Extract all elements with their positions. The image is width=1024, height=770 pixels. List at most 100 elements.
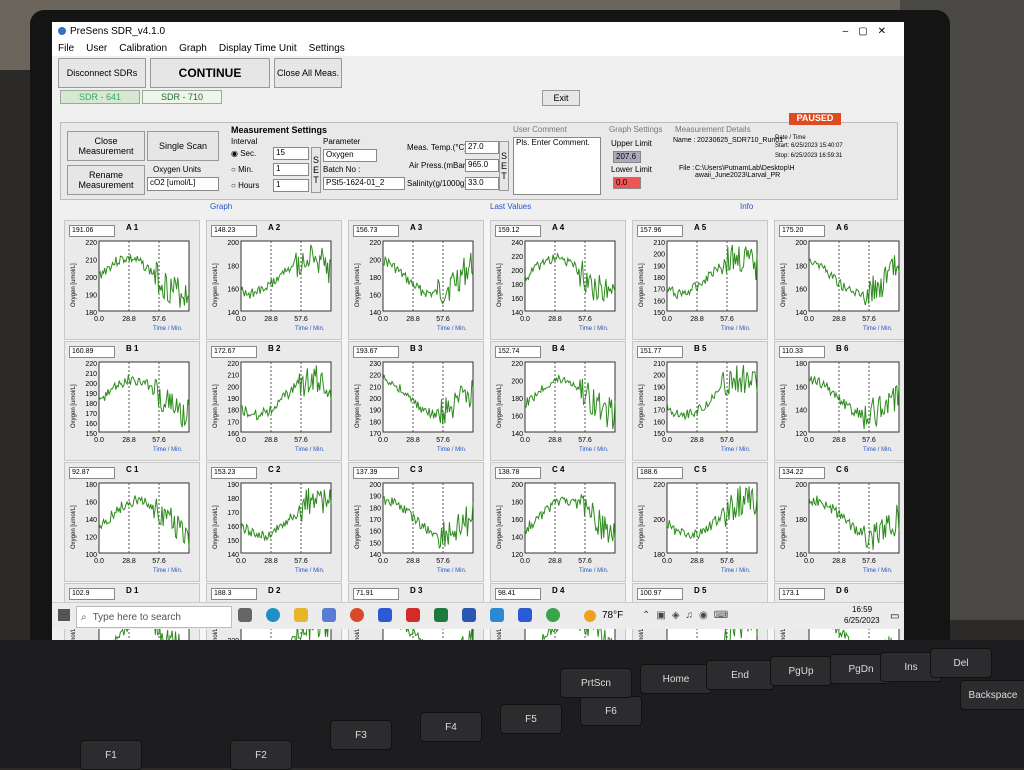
chart-cell[interactable]: A 6 175.20 200 180 160 140 0.0 28.8 57.6 Time / M… bbox=[774, 220, 904, 340]
tab-sdr-641[interactable]: SDR - 641 bbox=[60, 90, 141, 104]
meas-temp-input[interactable]: 27.0 bbox=[465, 141, 499, 154]
key[interactable]: Home bbox=[640, 664, 712, 694]
settings-panel: Close Measurement Single Scan Rename Mea… bbox=[60, 113, 898, 200]
chart-cell[interactable]: A 3 156.73 220 200 180 160 140 0.0 28.8 57.6 Time … bbox=[348, 220, 484, 340]
tray-icons[interactable]: ⌃▣◈♫◉⌨ bbox=[642, 610, 735, 621]
hours-input[interactable]: 1 bbox=[273, 179, 309, 192]
chart-cell[interactable]: C 2 153.23 190 180 170 160 150 140 0.0 28.8 57.6 Ti… bbox=[206, 462, 342, 582]
upper-limit-input[interactable]: 207.6 bbox=[613, 151, 641, 163]
set-env-button[interactable]: S E T bbox=[499, 141, 509, 191]
sec-input[interactable]: 15 bbox=[273, 147, 309, 160]
store-icon[interactable] bbox=[322, 608, 336, 622]
menu-graph[interactable]: Graph bbox=[179, 42, 207, 54]
key[interactable]: F4 bbox=[420, 712, 482, 742]
radio-min[interactable]: ○ Min. bbox=[231, 165, 254, 174]
user-comment-label: User Comment bbox=[513, 125, 567, 134]
y-tick-label: 180 bbox=[369, 419, 381, 426]
chart-cell[interactable]: B 3 193.67 230 220 210 200 190 180 170 0.0 28.8 57.… bbox=[348, 341, 484, 461]
radio-hours[interactable]: ○ Hours bbox=[231, 181, 260, 190]
chart-cell[interactable]: A 1 191.06 220 210 200 190 180 0.0 28.8 57.6 Time … bbox=[64, 220, 200, 340]
presens-icon[interactable] bbox=[518, 608, 532, 622]
clock-time[interactable]: 16:59 bbox=[852, 605, 873, 614]
y-tick-label: 220 bbox=[511, 361, 523, 368]
oxygen-units-select[interactable]: cO2 [umol/L] bbox=[147, 177, 219, 191]
continue-button[interactable]: CONTINUE bbox=[150, 58, 270, 88]
chart-cell[interactable]: C 5 188.6 220 200 180 0.0 28.8 57.6 Time / Min. O… bbox=[632, 462, 768, 582]
weather-icon[interactable] bbox=[584, 610, 596, 622]
chrome-icon[interactable] bbox=[350, 608, 364, 622]
rename-measurement-button[interactable]: Rename Measurement bbox=[67, 165, 145, 195]
menu-file[interactable]: File bbox=[58, 42, 75, 54]
tab-last-values[interactable]: Last Values bbox=[490, 202, 532, 211]
chart-cell[interactable]: A 5 157.96 210 200 190 180 170 160 150 0.0 28.8 57.… bbox=[632, 220, 768, 340]
start-icon[interactable] bbox=[58, 609, 70, 621]
salinity-input[interactable]: 33.0 bbox=[465, 177, 499, 190]
chart-cell[interactable]: C 1 92.87 180 160 140 120 100 0.0 28.8 57.6 Time /… bbox=[64, 462, 200, 582]
tab-sdr-710[interactable]: SDR - 710 bbox=[142, 90, 223, 104]
key[interactable]: F2 bbox=[230, 740, 292, 770]
color-app-icon[interactable] bbox=[546, 608, 560, 622]
chart-cell[interactable]: C 4 138.78 200 180 160 140 120 0.0 28.8 57.6 Time … bbox=[490, 462, 626, 582]
x-axis-label: Time / Min. bbox=[721, 568, 751, 574]
key[interactable]: Del bbox=[930, 648, 992, 678]
word-icon[interactable] bbox=[462, 608, 476, 622]
mail-icon[interactable] bbox=[490, 608, 504, 622]
task-view-icon[interactable] bbox=[238, 608, 252, 622]
x-tick-label: 28.8 bbox=[548, 437, 562, 444]
min-input[interactable]: 1 bbox=[273, 163, 309, 176]
radio-sec[interactable]: ◉ Sec. bbox=[231, 149, 257, 158]
taskbar-search[interactable]: ⌕ Type here to search bbox=[76, 606, 232, 628]
menu-calibration[interactable]: Calibration bbox=[119, 42, 168, 54]
key[interactable]: End bbox=[706, 660, 774, 690]
user-comment-input[interactable]: Pls. Enter Comment. bbox=[513, 137, 601, 195]
chart-cell[interactable]: B 5 151.77 210 200 190 180 170 160 150 0.0 28.8 57.… bbox=[632, 341, 768, 461]
tab-info[interactable]: Info bbox=[740, 202, 754, 211]
key[interactable]: F1 bbox=[80, 740, 142, 770]
clock-date[interactable]: 6/25/2023 bbox=[844, 616, 880, 625]
oxygen-series-line bbox=[98, 495, 190, 548]
tab-graph[interactable]: Graph bbox=[210, 202, 233, 211]
key[interactable]: Backspace bbox=[960, 680, 1024, 710]
y-tick-label: 150 bbox=[653, 431, 665, 438]
key[interactable]: F3 bbox=[330, 720, 392, 750]
chart-cell[interactable]: B 4 152.74 220 200 180 160 140 0.0 28.8 57.6 Time … bbox=[490, 341, 626, 461]
chart-cell[interactable]: A 2 148.23 200 180 160 140 0.0 28.8 57.6 Time / M… bbox=[206, 220, 342, 340]
close-measurement-button[interactable]: Close Measurement bbox=[67, 131, 145, 161]
excel-icon[interactable] bbox=[434, 608, 448, 622]
x-tick-label: 57.6 bbox=[294, 316, 308, 323]
chart-cell[interactable]: A 4 159.12 240 220 200 180 160 140 0.0 28.8 57.6 Ti… bbox=[490, 220, 626, 340]
window-controls[interactable]: –▢✕ bbox=[842, 25, 896, 37]
lower-limit-input[interactable]: 0.0 bbox=[613, 177, 641, 189]
acrobat-icon[interactable] bbox=[406, 608, 420, 622]
notification-icon[interactable]: ▭ bbox=[890, 611, 900, 622]
menu-settings[interactable]: Settings bbox=[308, 42, 345, 54]
edge-icon[interactable] bbox=[266, 608, 280, 622]
disconnect-button[interactable]: Disconnect SDRs bbox=[58, 58, 146, 88]
close-all-button[interactable]: Close All Meas. bbox=[274, 58, 342, 88]
key[interactable]: PgUp bbox=[770, 656, 832, 686]
key[interactable]: F5 bbox=[500, 704, 562, 734]
chart-cell[interactable]: C 3 137.39 200 190 180 170 160 150 140 0.0 28.8 57.… bbox=[348, 462, 484, 582]
plot-area bbox=[808, 240, 900, 312]
file-explorer-icon[interactable] bbox=[294, 608, 308, 622]
y-tick-label: 160 bbox=[511, 517, 523, 524]
air-press-input[interactable]: 965.0 bbox=[465, 159, 499, 172]
chart-title: A 1 bbox=[126, 223, 139, 232]
parameter-select[interactable]: Oxygen bbox=[323, 149, 377, 162]
chart-cell[interactable]: B 2 172.67 220 210 200 190 180 170 160 0.0 28.8 57.… bbox=[206, 341, 342, 461]
pen-icon[interactable] bbox=[378, 608, 392, 622]
x-tick-label: 57.6 bbox=[578, 558, 592, 565]
chart-cell[interactable]: B 6 110.33 180 160 140 120 0.0 28.8 57.6 Time / M… bbox=[774, 341, 904, 461]
menu-display-time-unit[interactable]: Display Time Unit bbox=[218, 42, 297, 54]
batch-select[interactable]: PSt5-1624-01_2 bbox=[323, 177, 405, 190]
chart-cell[interactable]: C 6 134.22 200 180 160 0.0 28.8 57.6 Time / Min.… bbox=[774, 462, 904, 582]
x-axis-label: Time / Min. bbox=[437, 568, 467, 574]
key[interactable]: PrtScn bbox=[560, 668, 632, 698]
single-scan-button[interactable]: Single Scan bbox=[147, 131, 219, 161]
key[interactable]: F6 bbox=[580, 696, 642, 726]
set-interval-button[interactable]: S E T bbox=[311, 147, 321, 193]
exit-button[interactable]: Exit bbox=[542, 90, 581, 106]
chart-cell[interactable]: B 1 160.89 220 210 200 190 180 170 160 150 0.0 28.8… bbox=[64, 341, 200, 461]
menu-user[interactable]: User bbox=[86, 42, 108, 54]
